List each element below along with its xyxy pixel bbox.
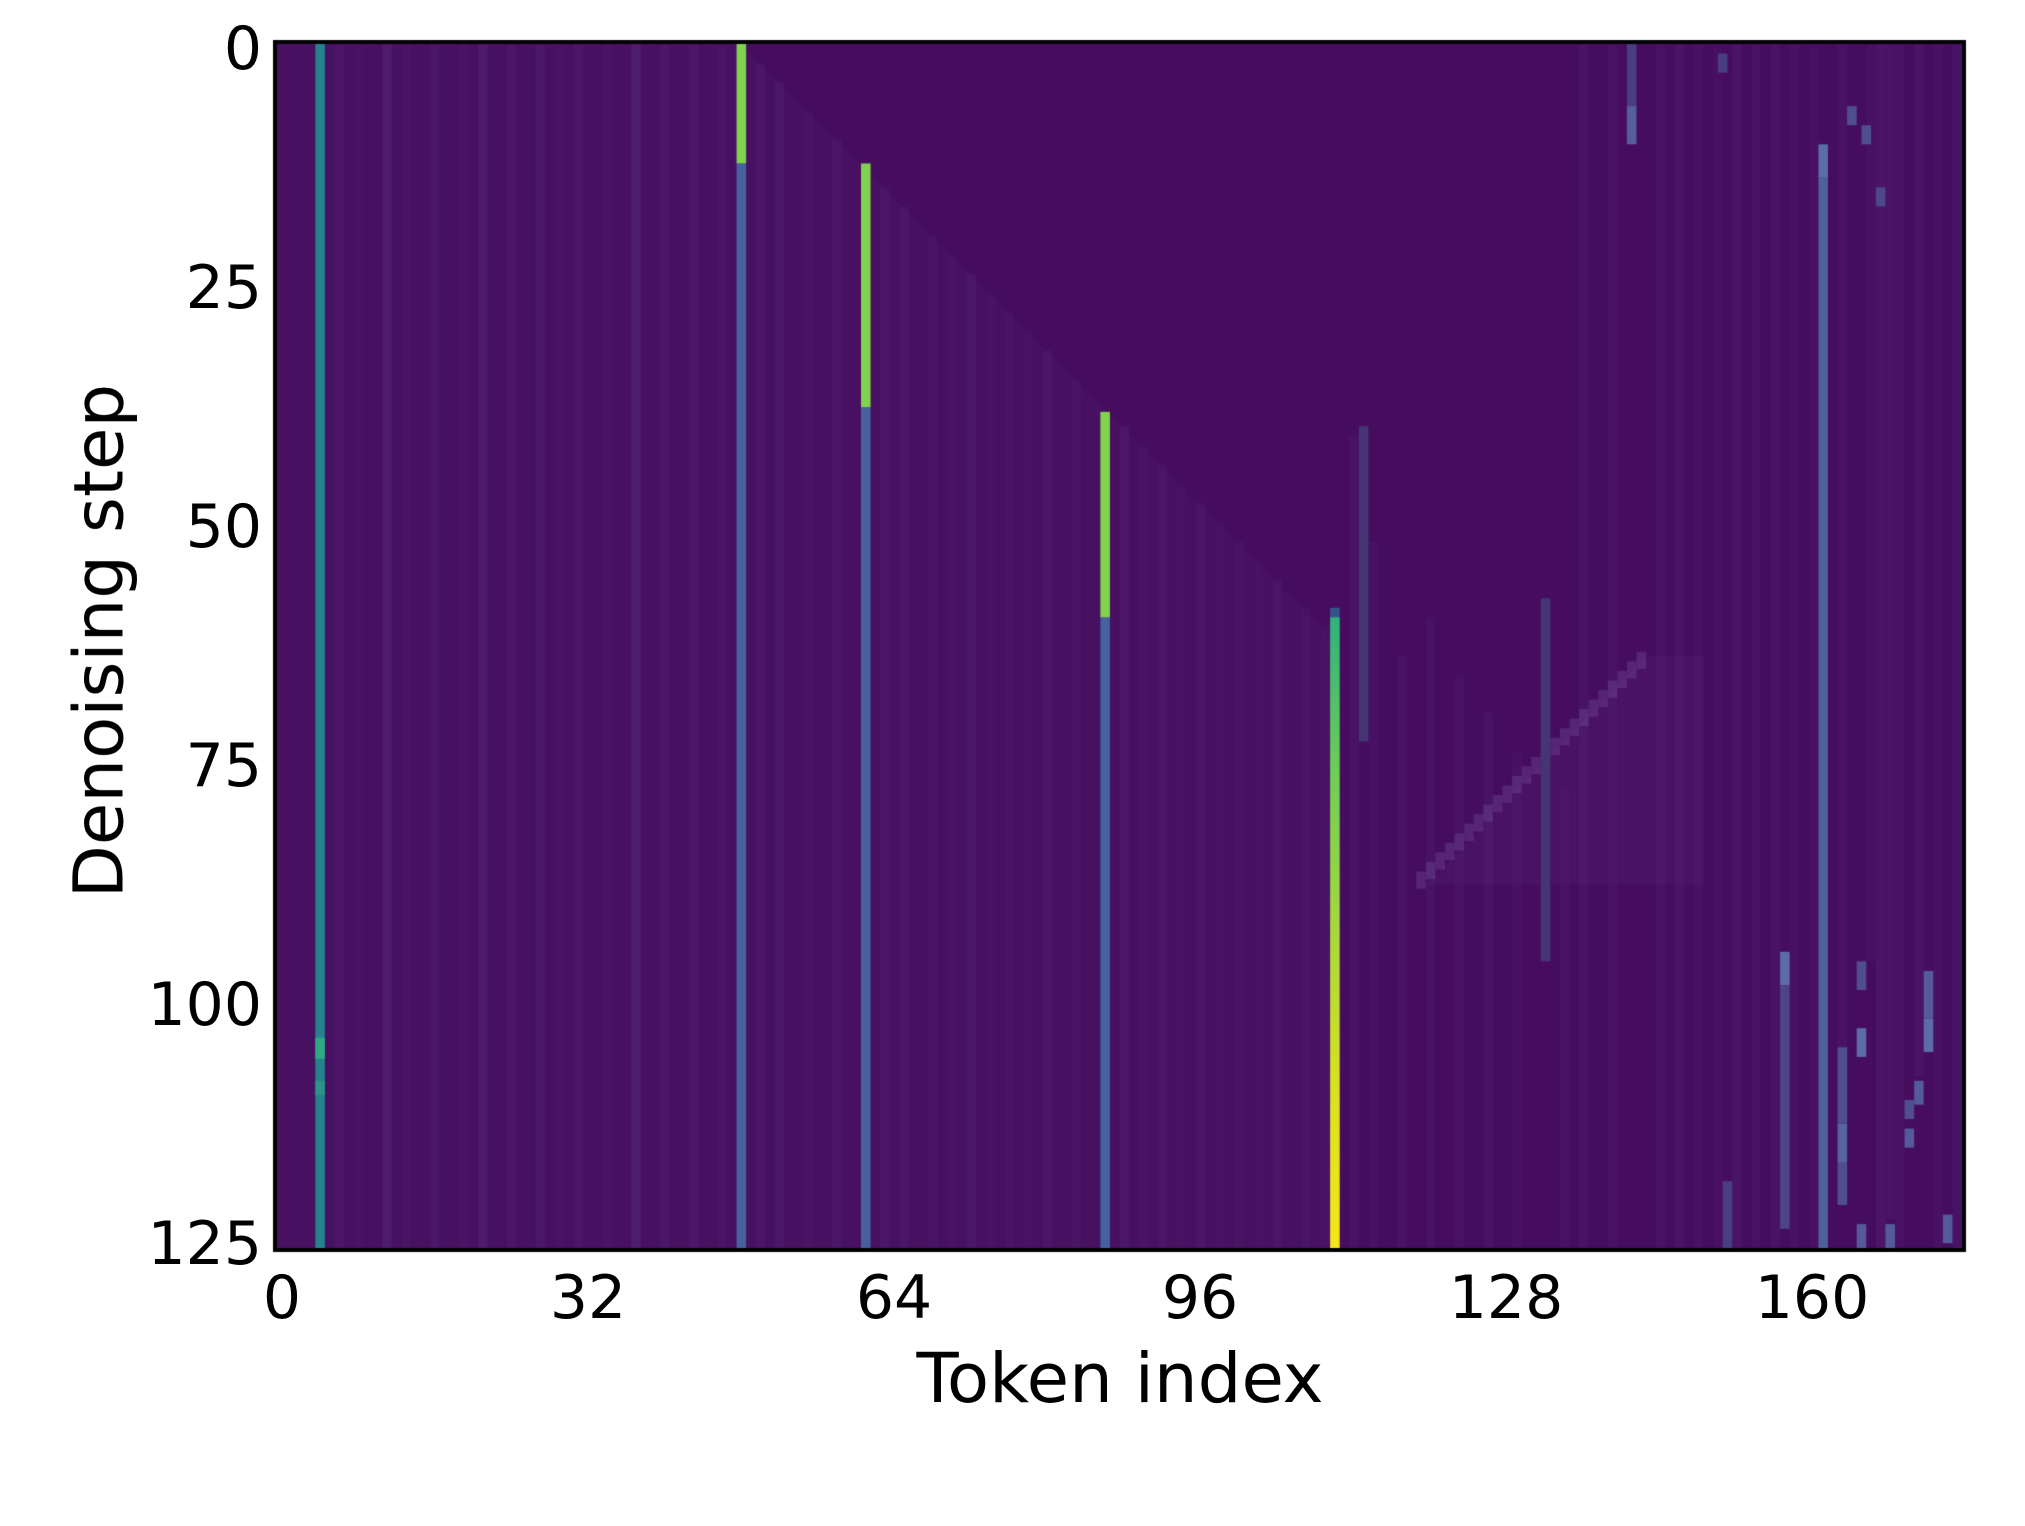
y-tick-125: 125 xyxy=(147,1209,262,1279)
x-axis-label: Token index xyxy=(916,1339,1324,1419)
y-axis-label: Denoising step xyxy=(59,383,140,899)
x-tick-0: 0 xyxy=(262,1263,302,1333)
x-tick-96: 96 xyxy=(1161,1263,1239,1333)
x-tick-128: 128 xyxy=(1448,1263,1564,1333)
y-tick-25: 25 xyxy=(185,253,262,323)
x-tick-64: 64 xyxy=(855,1263,933,1333)
y-tick-100: 100 xyxy=(147,970,262,1040)
y-tick-75: 75 xyxy=(185,731,262,801)
y-tick-0: 0 xyxy=(223,14,262,84)
y-tick-50: 50 xyxy=(185,492,262,562)
x-tick-160: 160 xyxy=(1754,1263,1870,1333)
x-tick-32: 32 xyxy=(549,1263,627,1333)
